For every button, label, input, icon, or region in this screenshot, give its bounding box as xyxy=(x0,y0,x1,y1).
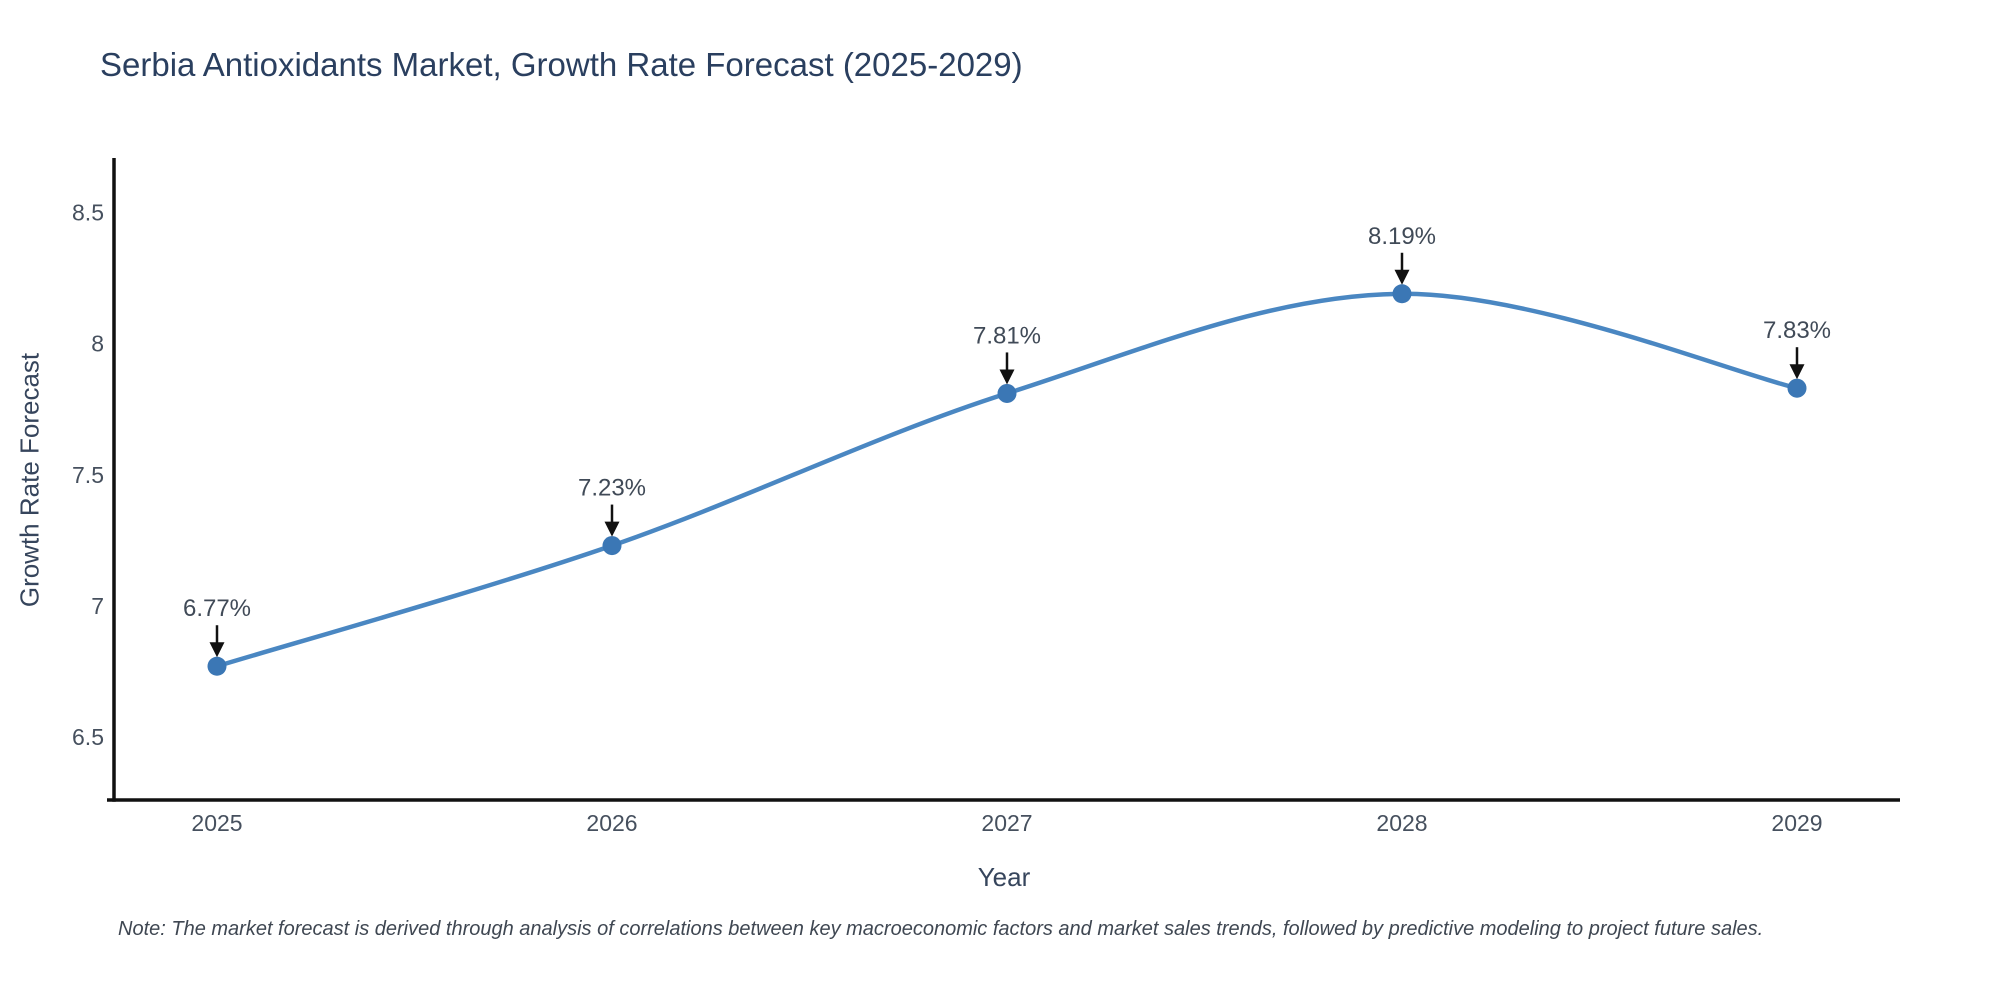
y-tick-label: 8 xyxy=(91,331,104,357)
data-point-marker xyxy=(207,656,227,676)
annotation-label: 6.77% xyxy=(183,595,251,622)
annotation-label: 8.19% xyxy=(1368,223,1436,250)
x-tick-label: 2027 xyxy=(981,810,1032,836)
x-tick-label: 2026 xyxy=(586,810,637,836)
annotation-arrowhead xyxy=(1394,269,1410,285)
annotation-label: 7.81% xyxy=(973,322,1041,349)
x-axis-title: Year xyxy=(977,862,1031,892)
data-point-marker xyxy=(1787,378,1807,398)
y-tick-label: 8.5 xyxy=(72,199,104,225)
series-line xyxy=(214,291,1800,669)
x-tick-label: 2028 xyxy=(1376,810,1427,836)
data-point-marker xyxy=(997,383,1017,403)
data-point-marker xyxy=(602,536,622,556)
x-tick-label: 2029 xyxy=(1771,810,1822,836)
data-point-marker xyxy=(1392,284,1412,304)
chart-title: Serbia Antioxidants Market, Growth Rate … xyxy=(100,46,1023,83)
y-tick-label: 7.5 xyxy=(72,462,104,488)
annotation-arrowhead xyxy=(999,369,1015,385)
footnote: Note: The market forecast is derived thr… xyxy=(118,918,1764,940)
annotation-label: 7.23% xyxy=(578,475,646,502)
annotation-arrowhead xyxy=(1789,364,1805,380)
x-tick-label: 2025 xyxy=(191,810,242,836)
annotation-arrowhead xyxy=(604,521,620,537)
annotation-label: 7.83% xyxy=(1763,317,1831,344)
annotation-arrowhead xyxy=(209,642,225,658)
y-tick-label: 6.5 xyxy=(72,724,104,750)
y-tick-label: 7 xyxy=(91,593,104,619)
